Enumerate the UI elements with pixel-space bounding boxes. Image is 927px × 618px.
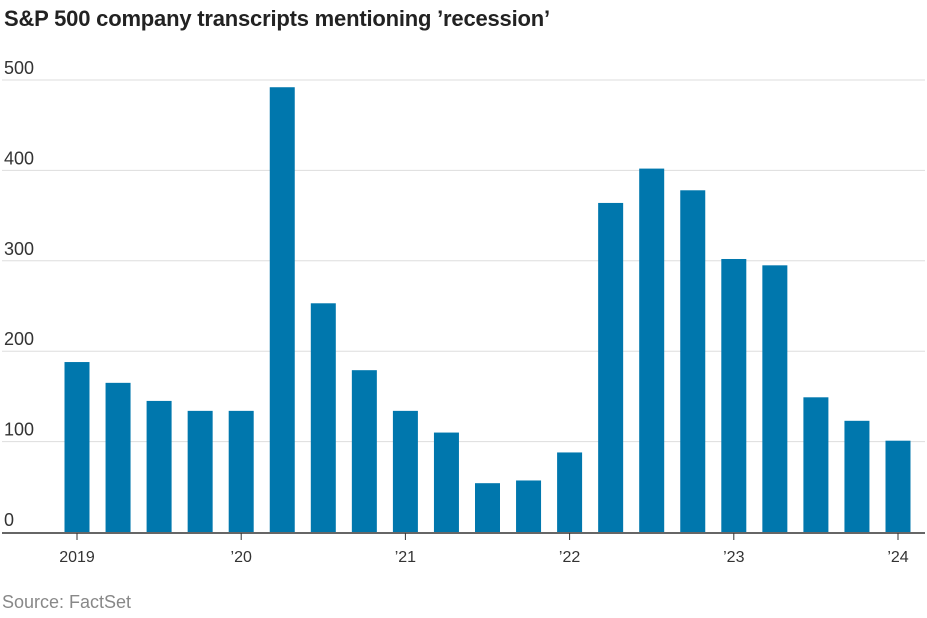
- x-axis: 2019 ’20 ’21 ’22 ’23 ’24: [2, 532, 925, 566]
- bar-5: [269, 87, 295, 533]
- bar-9: [433, 432, 459, 532]
- source-note: Source: FactSet: [2, 592, 132, 612]
- x-tick-label: ’24: [887, 549, 908, 566]
- bar-0: [64, 362, 90, 532]
- bar-7: [351, 370, 377, 532]
- chart-title: S&P 500 company transcripts mentioning ’…: [4, 6, 550, 31]
- bar-14: [639, 168, 665, 533]
- y-tick-label: 400: [4, 148, 34, 168]
- bar-11: [516, 480, 542, 532]
- x-tick-label: ’20: [231, 549, 252, 566]
- bar-12: [557, 452, 583, 532]
- bar-4: [228, 410, 254, 532]
- x-tick-label: ’21: [395, 549, 416, 566]
- bar-15: [680, 190, 706, 532]
- x-tick-label: ’22: [559, 549, 580, 566]
- y-tick-label: 300: [4, 239, 34, 259]
- y-axis-ticks: 0 100 200 300 400 500: [4, 58, 34, 530]
- bar-8: [392, 410, 418, 532]
- y-tick-label: 200: [4, 329, 34, 349]
- bar-16: [721, 258, 747, 532]
- y-tick-label: 0: [4, 510, 14, 530]
- bar-3: [187, 410, 213, 532]
- x-tick-label: 2019: [59, 549, 95, 566]
- bar-19: [844, 420, 870, 532]
- bar-10: [475, 483, 500, 532]
- bar-2: [146, 400, 172, 532]
- bar-20: [885, 440, 911, 532]
- bars: [64, 87, 911, 533]
- bar-6: [310, 303, 336, 532]
- bar-1: [105, 382, 131, 532]
- bar-13: [598, 202, 624, 532]
- bar-18: [803, 397, 829, 532]
- bar-17: [762, 265, 788, 532]
- x-tick-label: ’23: [723, 549, 744, 566]
- y-tick-label: 100: [4, 420, 34, 440]
- y-tick-label: 500: [4, 58, 34, 78]
